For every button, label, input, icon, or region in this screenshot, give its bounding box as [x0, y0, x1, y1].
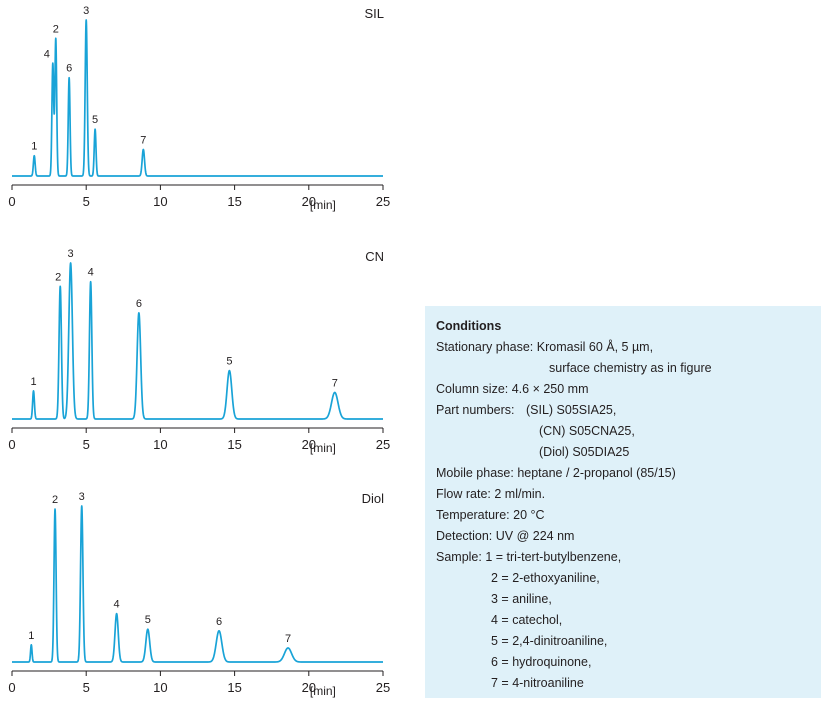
stationary-phase-value: Kromasil 60 Å, 5 µm, — [536, 340, 654, 354]
part-numbers-row: Part numbers: (SIL) S05SIA25, — [436, 400, 821, 421]
x-tick-label-cn-10: 10 — [153, 437, 167, 452]
x-tick-label-sil-5: 5 — [83, 194, 90, 209]
sample-item-3: 3 = aniline, — [491, 592, 552, 606]
peak-label-sil-1: 1 — [31, 141, 37, 153]
panel-title-cn: CN — [365, 249, 384, 264]
stationary-phase-cont: surface chemistry as in figure — [549, 361, 712, 375]
peak-label-sil-6: 6 — [66, 63, 72, 75]
peak-label-sil-3: 3 — [83, 5, 89, 17]
sample-item-5: 5 = 2,4-dinitroaniline, — [491, 634, 608, 648]
peak-label-diol-4: 4 — [114, 599, 120, 611]
flow-rate-label: Flow rate: — [436, 487, 491, 501]
temperature-value: 20 °C — [513, 508, 545, 522]
part-number-diol: (Diol) S05DIA25 — [539, 445, 630, 459]
x-tick-label-cn-5: 5 — [83, 437, 90, 452]
peak-label-cn-6: 6 — [136, 298, 142, 310]
peak-label-diol-1: 1 — [28, 630, 34, 642]
sample-item-7: 7 = 4-nitroaniline — [491, 676, 584, 690]
temperature-label: Temperature: — [436, 508, 510, 522]
detection-label: Detection: — [436, 529, 493, 543]
flow-rate-value: 2 ml/min. — [494, 487, 546, 501]
peak-label-sil-2: 2 — [53, 24, 59, 36]
peak-label-cn-7: 7 — [332, 377, 338, 389]
peak-label-sil-5: 5 — [92, 114, 98, 126]
peak-label-cn-1: 1 — [30, 376, 36, 388]
panel-title-sil: SIL — [364, 6, 384, 21]
column-size-row: Column size: 4.6 × 250 mm — [436, 379, 821, 400]
x-tick-label-cn-0: 0 — [8, 437, 15, 452]
x-tick-label-sil-20: 20 — [302, 194, 316, 209]
peak-label-cn-2: 2 — [55, 271, 61, 283]
x-tick-label-sil-15: 15 — [227, 194, 241, 209]
flow-rate-row: Flow rate: 2 ml/min. — [436, 484, 821, 505]
sample-item-1: 1 = tri-tert-butylbenzene, — [485, 550, 622, 564]
x-tick-label-diol-20: 20 — [302, 680, 316, 695]
column-size-value: 4.6 × 250 mm — [511, 382, 589, 396]
peak-label-cn-5: 5 — [226, 356, 232, 368]
x-tick-label-diol-15: 15 — [227, 680, 241, 695]
peak-label-cn-3: 3 — [68, 248, 74, 260]
peak-label-diol-5: 5 — [145, 614, 151, 626]
x-tick-label-cn-25: 25 — [376, 437, 390, 452]
conditions-box: Conditions Stationary phase: Kromasil 60… — [425, 306, 821, 698]
x-tick-label-sil-25: 25 — [376, 194, 390, 209]
peak-label-diol-7: 7 — [285, 633, 291, 645]
mobile-phase-value: heptane / 2-propanol (85/15) — [517, 466, 676, 480]
sample-item-6: 6 = hydroquinone, — [491, 655, 592, 669]
sample-label: Sample: — [436, 550, 482, 564]
detection-row: Detection: UV @ 224 nm — [436, 526, 821, 547]
detection-value: UV @ 224 nm — [495, 529, 575, 543]
mobile-phase-row: Mobile phase: heptane / 2-propanol (85/1… — [436, 463, 821, 484]
x-tick-label-cn-15: 15 — [227, 437, 241, 452]
x-tick-label-sil-10: 10 — [153, 194, 167, 209]
trace-diol — [11, 505, 384, 663]
part-number-sil: (SIL) S05SIA25, — [526, 403, 617, 417]
part-numbers-label: Part numbers: — [436, 403, 515, 417]
peak-label-diol-3: 3 — [79, 491, 85, 503]
part-number-cn: (CN) S05CNA25, — [539, 424, 635, 438]
x-axis-label-diol: [min] — [310, 684, 336, 698]
trace-sil — [11, 19, 384, 177]
temperature-row: Temperature: 20 °C — [436, 505, 821, 526]
mobile-phase-label: Mobile phase: — [436, 466, 514, 480]
peak-label-sil-7: 7 — [140, 134, 146, 146]
peak-label-diol-2: 2 — [52, 494, 58, 506]
sample-row: Sample: 1 = tri-tert-butylbenzene, — [436, 547, 821, 568]
stationary-phase-label: Stationary phase: — [436, 340, 534, 354]
x-axis-label-cn: [min] — [310, 441, 336, 455]
panel-title-diol: Diol — [362, 491, 385, 506]
x-tick-label-diol-5: 5 — [83, 680, 90, 695]
trace-cn — [11, 262, 384, 420]
x-tick-label-diol-0: 0 — [8, 680, 15, 695]
peak-label-sil-4: 4 — [44, 49, 50, 61]
x-tick-label-diol-25: 25 — [376, 680, 390, 695]
conditions-heading: Conditions — [436, 319, 502, 333]
x-axis-label-sil: [min] — [310, 198, 336, 212]
peak-label-cn-4: 4 — [88, 267, 94, 279]
sample-item-4: 4 = catechol, — [491, 613, 563, 627]
x-tick-label-cn-20: 20 — [302, 437, 316, 452]
x-tick-label-diol-10: 10 — [153, 680, 167, 695]
column-size-label: Column size: — [436, 382, 509, 396]
peak-label-diol-6: 6 — [216, 616, 222, 628]
stationary-phase-row: Stationary phase: Kromasil 60 Å, 5 µm, — [436, 337, 821, 358]
x-tick-label-sil-0: 0 — [8, 194, 15, 209]
sample-item-2: 2 = 2-ethoxyaniline, — [491, 571, 600, 585]
